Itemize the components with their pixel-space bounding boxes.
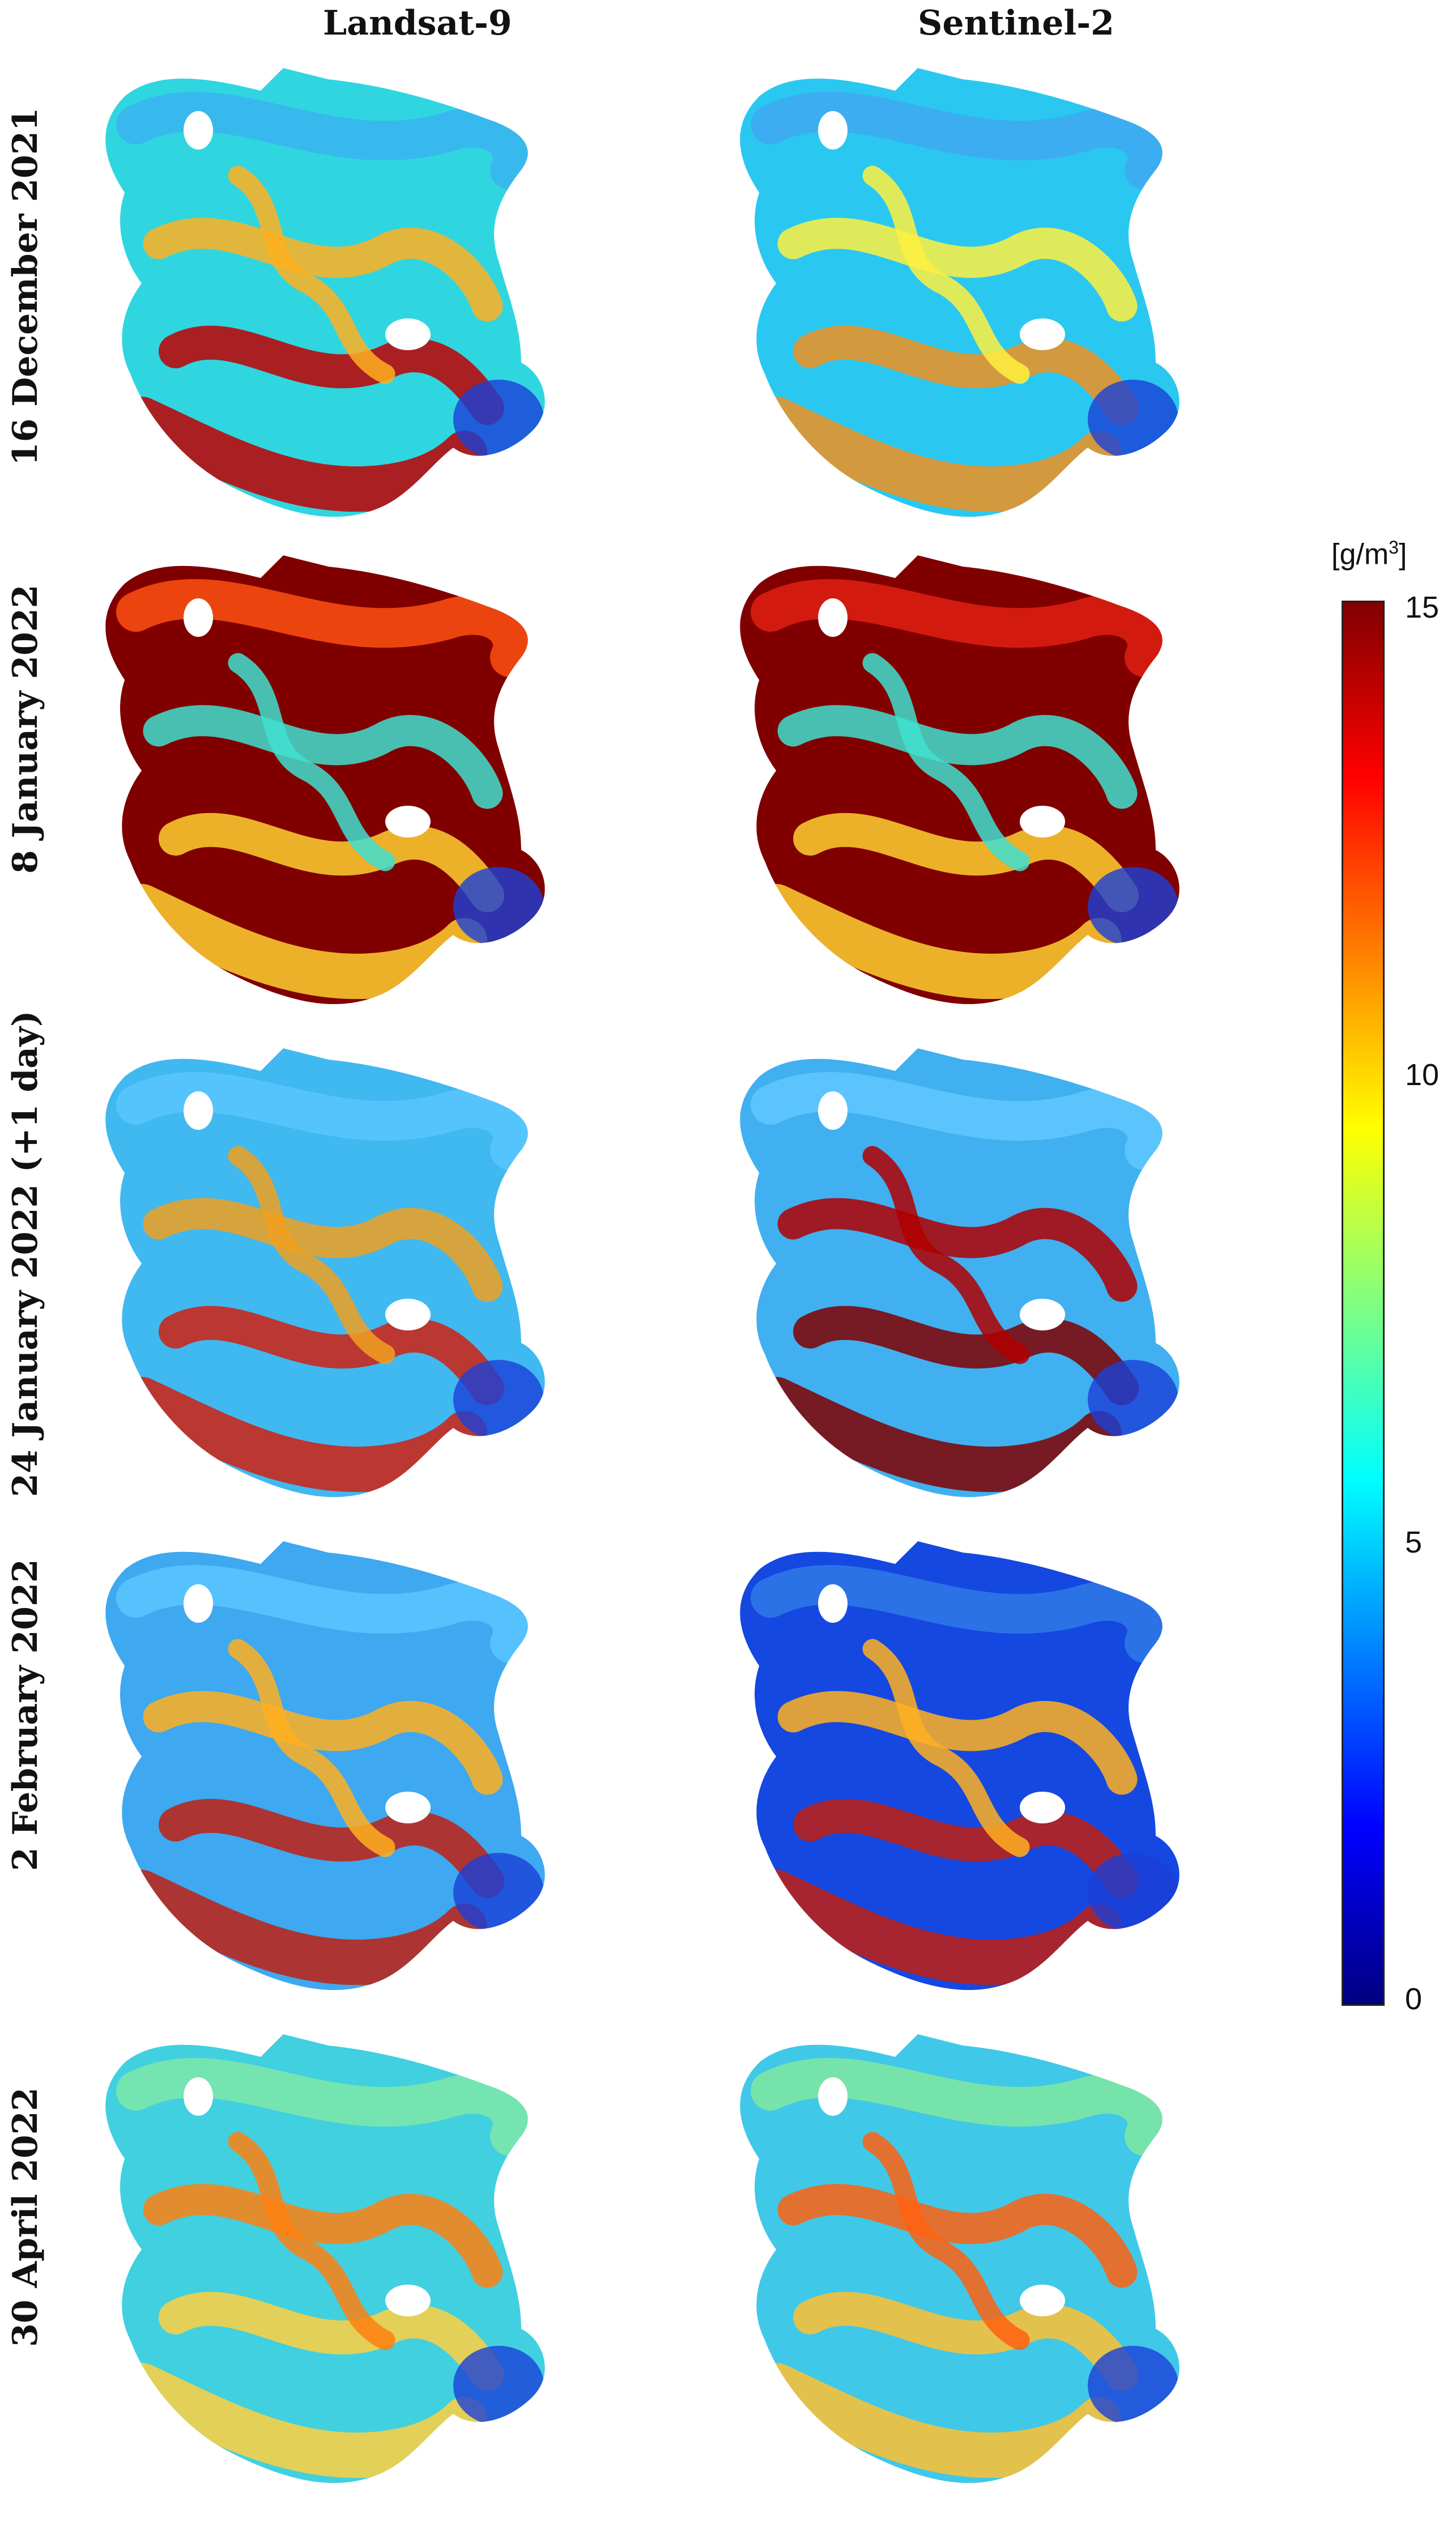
island-2 (385, 2285, 431, 2316)
water-plume-1 (751, 579, 1167, 677)
lake-water (740, 555, 1180, 1005)
row-label-1: 16 December 2021 (6, 107, 45, 466)
water-plume-2 (143, 2184, 503, 2288)
water-plume-5 (862, 2132, 1030, 2350)
clear-water-corner (1088, 1853, 1178, 1932)
island-2 (385, 318, 431, 350)
island-1 (818, 2077, 848, 2116)
water-plume-5 (228, 1146, 395, 1364)
clear-water-corner (453, 1853, 544, 1932)
water-plume-1 (116, 1072, 533, 1170)
water-plume-1 (751, 92, 1167, 190)
map-landsat-apr30 (105, 2034, 545, 2484)
island-2 (1020, 318, 1065, 350)
island-2 (1020, 2285, 1065, 2316)
lake-water (740, 2034, 1180, 2484)
water-plume-5 (862, 1146, 1030, 1364)
clear-water-corner (453, 1360, 544, 1439)
lake-water (105, 2034, 545, 2484)
water-plume-5 (862, 165, 1030, 384)
colorbar-tick-10: 10 (1405, 1058, 1440, 1092)
colorbar (1342, 601, 1385, 2006)
island-1 (818, 1091, 848, 1130)
water-plume-1 (116, 579, 533, 677)
clear-water-corner (1088, 867, 1178, 946)
row-label-3: 24 January 2022 (+1 day) (6, 1010, 45, 1497)
map-landsat-jan24 (105, 1048, 545, 1498)
island-2 (385, 806, 431, 837)
water-plume-2 (143, 1198, 503, 1302)
map-landsat-feb02 (105, 1541, 545, 1991)
water-plume-5 (228, 165, 395, 384)
map-sentinel-dec16 (740, 68, 1180, 517)
island-1 (184, 598, 213, 637)
island-2 (1020, 1792, 1065, 1823)
clear-water-corner (1088, 1360, 1178, 1439)
island-1 (818, 598, 848, 637)
water-plume-2 (143, 1691, 503, 1795)
map-landsat-jan08 (105, 555, 545, 1005)
lake-water (105, 68, 545, 517)
island-2 (1020, 806, 1065, 837)
water-plume-1 (751, 2058, 1167, 2156)
water-plume-2 (777, 1691, 1138, 1795)
lake-water (740, 1541, 1180, 1991)
lake-water (105, 1048, 545, 1498)
map-sentinel-apr30 (740, 2034, 1180, 2484)
row-label-5: 30 April 2022 (6, 2087, 45, 2347)
map-sentinel-feb02 (740, 1541, 1180, 1991)
colorbar-tick-0: 0 (1405, 1982, 1423, 2016)
lake-water (105, 1541, 545, 1991)
lake-water (105, 555, 545, 1005)
clear-water-corner (1088, 380, 1178, 459)
island-1 (184, 111, 213, 150)
water-plume-2 (777, 2184, 1138, 2288)
water-plume-1 (116, 92, 533, 190)
island-1 (184, 2077, 213, 2116)
water-plume-2 (777, 1198, 1138, 1302)
water-plume-5 (862, 653, 1030, 871)
island-2 (1020, 1299, 1065, 1330)
colorbar-tick-5: 5 (1405, 1525, 1423, 1559)
row-label-4: 2 February 2022 (6, 1559, 45, 1871)
water-plume-1 (116, 2058, 533, 2156)
island-2 (385, 1299, 431, 1330)
water-plume-5 (228, 1639, 395, 1857)
colorbar-unit: [g/m3] (1331, 537, 1407, 571)
water-plume-1 (116, 1565, 533, 1663)
island-2 (385, 1792, 431, 1823)
map-landsat-dec16 (105, 68, 545, 517)
map-sentinel-jan24 (740, 1048, 1180, 1498)
water-plume-2 (143, 705, 503, 809)
water-plume-2 (777, 705, 1138, 809)
water-plume-5 (228, 2132, 395, 2350)
island-1 (184, 1584, 213, 1623)
clear-water-corner (453, 380, 544, 459)
water-plume-5 (862, 1639, 1030, 1857)
clear-water-corner (453, 2346, 544, 2425)
colorbar-tick-15: 15 (1405, 590, 1440, 624)
lake-water (740, 1048, 1180, 1498)
water-plume-2 (143, 218, 503, 322)
water-plume-1 (751, 1072, 1167, 1170)
water-plume-2 (777, 218, 1138, 322)
island-1 (818, 111, 848, 150)
row-label-2: 8 January 2022 (6, 584, 45, 874)
column-header-landsat: Landsat-9 (323, 3, 512, 43)
clear-water-corner (1088, 2346, 1178, 2425)
map-sentinel-jan08 (740, 555, 1180, 1005)
clear-water-corner (453, 867, 544, 946)
island-1 (818, 1584, 848, 1623)
water-plume-1 (751, 1565, 1167, 1663)
column-header-sentinel: Sentinel-2 (918, 3, 1114, 43)
lake-water (740, 68, 1180, 517)
island-1 (184, 1091, 213, 1130)
water-plume-5 (228, 653, 395, 871)
